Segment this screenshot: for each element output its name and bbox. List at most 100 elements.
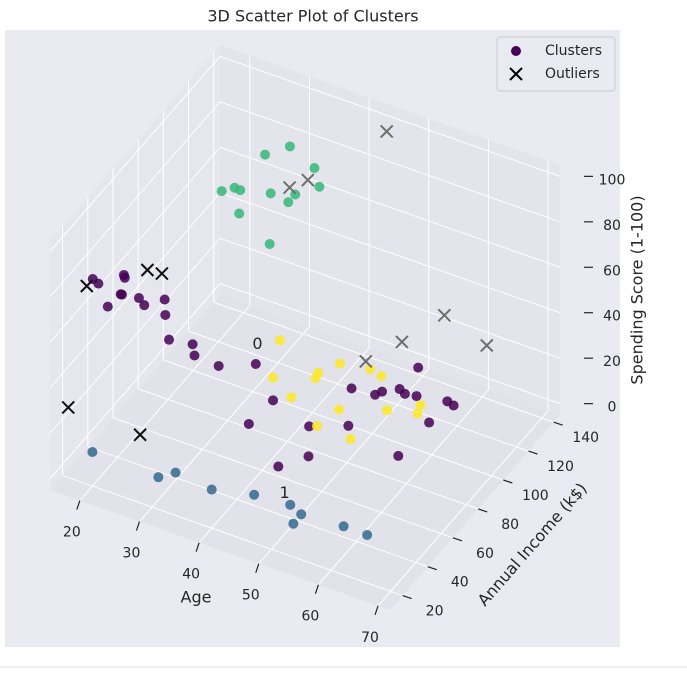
scatter-point [309,163,320,174]
scatter-point [139,300,150,311]
outlier-point [133,428,147,442]
grid-line [49,237,221,434]
grid-line [219,55,561,177]
legend-box [496,36,616,92]
x-tick-label: 30 [123,546,141,562]
outlier-point [480,338,494,353]
x-tick-label: 40 [182,567,200,583]
scatter-point [448,400,459,411]
scatter-point [229,182,240,193]
scatter-point [303,451,314,462]
scatter-point [393,450,404,461]
scatter-point [216,186,227,197]
scatter-point [365,364,376,375]
z-axis-label: Spending Score (1-100) [628,195,647,384]
scatter-point [273,461,284,472]
scatter-point [265,188,276,199]
y-tick-label: 20 [426,604,444,620]
scatter-point [160,309,171,320]
tick-mark [255,563,260,573]
scatter-point [243,418,254,429]
scatter-point [159,294,170,305]
x-tick-label: 50 [242,588,260,604]
grid-line [219,146,561,268]
y-tick-label: 120 [547,459,574,475]
grid-line [79,305,251,501]
z-tick-label: 40 [603,309,621,325]
grid-line [198,347,370,543]
scatter-point [345,434,356,445]
scatter-point [334,358,345,369]
outlier-point [61,400,75,415]
scatter-point [118,269,129,280]
y-tick-label: 140 [572,430,599,446]
scatter-point [268,372,279,383]
scatter-point [415,400,426,411]
scatter-point [87,446,98,457]
outlier-point [379,124,394,139]
tick-mark [528,450,538,455]
annotation: 0 [252,334,262,353]
legend-label: Clusters [545,43,602,59]
tick-mark [314,584,319,594]
scatter-point [343,420,354,431]
grid-line [49,146,221,343]
y-tick-label: 80 [501,517,519,533]
scatter-point [187,339,198,350]
grid-line [49,192,221,389]
y-tick-label: 100 [522,488,549,504]
tick-mark [452,537,463,542]
scatter-point [311,421,322,432]
scatter-point [288,518,299,529]
scatter-point [189,350,200,361]
scatter-point [399,388,410,399]
legend-label: Outliers [545,66,600,82]
tick-mark [427,566,437,571]
back-pane [220,45,560,415]
y-tick-label: 60 [476,546,494,562]
floor-pane [50,295,560,610]
grid-line [139,326,310,522]
tick-mark [76,500,81,510]
scatter-point [382,405,393,416]
grid-line [163,359,504,481]
scatter-point [249,489,260,500]
grid-line [258,368,430,565]
scatter-point [164,334,175,345]
scatter-point [333,404,344,415]
legend-marker [511,46,521,56]
z-tick-label: 60 [603,263,621,279]
scatter-point [346,383,357,394]
scatter-point [411,391,422,402]
outlier-point [140,263,155,277]
scatter-point [314,181,325,192]
scatter-point [102,301,113,312]
grid-line [49,56,221,252]
grid-line [318,389,489,586]
grid-line [49,283,221,479]
scatter-point [133,293,144,304]
scatter-point [116,289,127,300]
grid-line [219,283,561,405]
scatter-point [260,149,271,160]
tick-mark [503,479,513,484]
grid-line [188,330,529,452]
scatter-point [286,392,297,403]
grid-line [62,475,403,597]
scatter-point [250,358,261,369]
outlier-point [282,180,297,195]
legend-marker [509,67,523,81]
grid-line [219,237,561,359]
tick-mark [402,594,412,600]
z-tick-label: 20 [603,354,621,370]
scatter-point [313,367,324,378]
scatter-point [362,529,373,540]
tick-mark [477,508,488,513]
outlier-point [359,354,373,369]
grid-line [219,101,561,223]
grid-line [377,410,549,607]
x-tick-label: 70 [361,630,379,646]
scatter-point [377,386,388,397]
tick-mark [135,521,141,531]
